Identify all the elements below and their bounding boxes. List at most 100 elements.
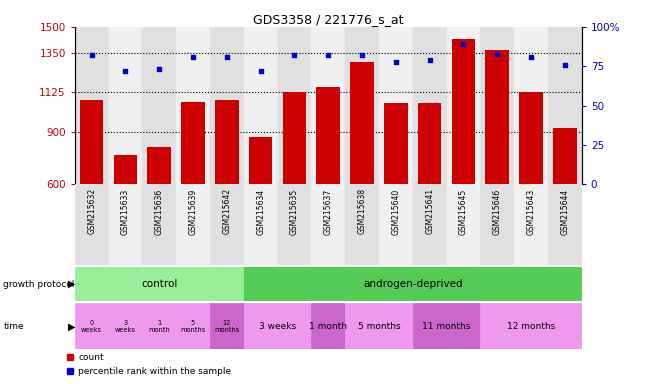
Bar: [142, 303, 176, 349]
Bar: [311, 27, 345, 184]
Bar: [413, 184, 447, 265]
Bar: [379, 27, 413, 184]
Bar: [311, 184, 345, 265]
Point: [492, 51, 502, 57]
Text: 3
weeks: 3 weeks: [115, 320, 136, 333]
Bar: [244, 303, 311, 349]
Text: GSM215640: GSM215640: [391, 189, 400, 235]
Bar: [514, 27, 548, 184]
Bar: [109, 303, 142, 349]
Bar: [109, 27, 142, 184]
Bar: [283, 92, 306, 184]
Bar: [181, 102, 205, 184]
Bar: [176, 184, 210, 265]
Bar: [249, 137, 272, 184]
Text: GSM215637: GSM215637: [324, 189, 333, 235]
Text: control: control: [141, 279, 177, 289]
Bar: [480, 303, 582, 349]
Bar: [210, 303, 244, 349]
Text: GSM215642: GSM215642: [222, 189, 231, 235]
Text: 1 month: 1 month: [309, 322, 347, 331]
Bar: [452, 39, 475, 184]
Bar: [210, 27, 244, 184]
Text: GSM215641: GSM215641: [425, 189, 434, 235]
Bar: [379, 184, 413, 265]
Text: GSM215643: GSM215643: [526, 189, 536, 235]
Text: 12 months: 12 months: [507, 322, 555, 331]
Bar: [278, 27, 311, 184]
Bar: [519, 92, 543, 184]
Bar: [176, 303, 210, 349]
Point: [255, 68, 266, 74]
Point: [424, 57, 435, 63]
Text: 3 weeks: 3 weeks: [259, 322, 296, 331]
Bar: [278, 184, 311, 265]
Bar: [480, 184, 514, 265]
Bar: [486, 50, 509, 184]
Point: [560, 61, 570, 68]
Bar: [413, 27, 447, 184]
Text: 11 months: 11 months: [422, 322, 471, 331]
Point: [357, 52, 367, 58]
Text: GSM215633: GSM215633: [121, 189, 130, 235]
Bar: [447, 27, 480, 184]
Bar: [447, 184, 480, 265]
Text: 5 months: 5 months: [358, 322, 400, 331]
Text: GSM215636: GSM215636: [155, 189, 164, 235]
Point: [222, 54, 232, 60]
Text: growth protocol: growth protocol: [3, 280, 75, 289]
Bar: [114, 155, 137, 184]
Point: [86, 52, 97, 58]
Bar: [244, 184, 278, 265]
Text: GSM215646: GSM215646: [493, 189, 502, 235]
Bar: [345, 27, 379, 184]
Bar: [109, 184, 142, 265]
Bar: [244, 27, 278, 184]
Bar: [75, 184, 109, 265]
Text: time: time: [3, 322, 24, 331]
Bar: [215, 100, 239, 184]
Text: GSM215634: GSM215634: [256, 189, 265, 235]
Point: [188, 54, 198, 60]
Point: [391, 58, 401, 65]
Text: GSM215635: GSM215635: [290, 189, 299, 235]
Point: [458, 41, 469, 47]
Bar: [345, 303, 413, 349]
Text: GSM215638: GSM215638: [358, 189, 367, 235]
Bar: [350, 62, 374, 184]
Text: 5
months: 5 months: [181, 320, 205, 333]
Bar: [75, 303, 109, 349]
Bar: [418, 103, 441, 184]
Bar: [210, 184, 244, 265]
Bar: [176, 27, 210, 184]
Bar: [148, 147, 171, 184]
Text: GSM215639: GSM215639: [188, 189, 198, 235]
Bar: [80, 100, 103, 184]
Text: 12
months: 12 months: [214, 320, 239, 333]
Title: GDS3358 / 221776_s_at: GDS3358 / 221776_s_at: [253, 13, 404, 26]
Bar: [384, 103, 408, 184]
Bar: [413, 303, 480, 349]
Point: [526, 54, 536, 60]
Bar: [244, 267, 582, 301]
Text: ▶: ▶: [68, 279, 76, 289]
Text: 1
month: 1 month: [148, 320, 170, 333]
Point: [120, 68, 131, 74]
Bar: [75, 267, 244, 301]
Bar: [311, 303, 345, 349]
Bar: [548, 184, 582, 265]
Text: GSM215632: GSM215632: [87, 189, 96, 235]
Text: androgen-deprived: androgen-deprived: [363, 279, 463, 289]
Bar: [514, 184, 548, 265]
Bar: [548, 27, 582, 184]
Point: [323, 52, 333, 58]
Bar: [345, 184, 379, 265]
Bar: [142, 27, 176, 184]
Point: [289, 52, 300, 58]
Text: ▶: ▶: [68, 321, 76, 331]
Legend: count, percentile rank within the sample: count, percentile rank within the sample: [63, 350, 235, 379]
Bar: [480, 27, 514, 184]
Text: 0
weeks: 0 weeks: [81, 320, 102, 333]
Text: GSM215645: GSM215645: [459, 189, 468, 235]
Bar: [142, 184, 176, 265]
